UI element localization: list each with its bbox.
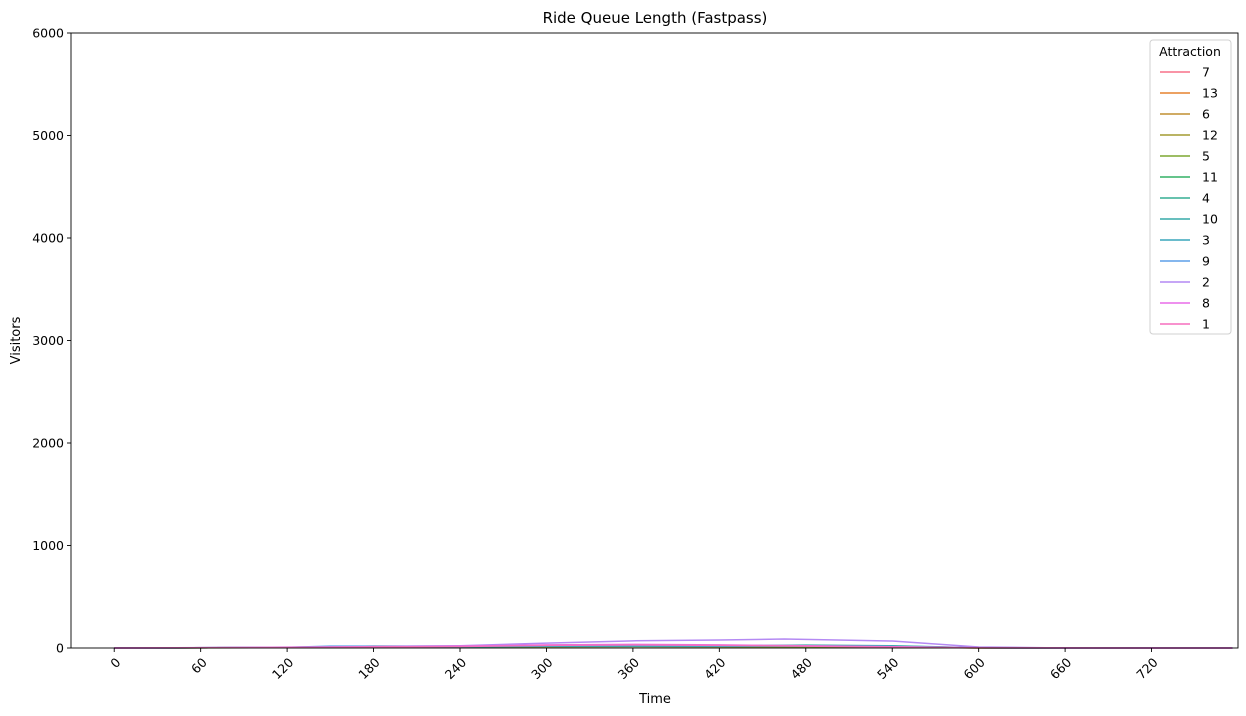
plot-frame [70, 32, 1239, 649]
y-tick-label: 5000 [32, 128, 64, 143]
y-tick-label: 6000 [32, 26, 64, 41]
x-tick-label: 540 [874, 655, 902, 683]
x-tick-label: 360 [615, 655, 643, 683]
y-axis-label: Visitors [9, 316, 24, 364]
legend-label-9: 9 [1202, 254, 1210, 269]
y-tick-label: 4000 [32, 231, 64, 246]
x-tick-label: 60 [188, 655, 210, 677]
legend-label-5: 5 [1202, 149, 1210, 164]
legend-title: Attraction [1159, 44, 1221, 59]
x-tick-label: 600 [960, 655, 988, 683]
y-tick-label: 2000 [32, 436, 64, 451]
legend-label-3: 3 [1202, 233, 1210, 248]
x-tick-label: 180 [355, 655, 383, 683]
x-tick-label: 240 [442, 655, 470, 683]
plot-area [70, 32, 1239, 649]
legend-label-12: 12 [1202, 128, 1218, 143]
legend-label-11: 11 [1202, 170, 1218, 185]
legend-label-8: 8 [1202, 296, 1210, 311]
y-tick-label: 1000 [32, 538, 64, 553]
y-tick-label: 3000 [32, 333, 64, 348]
legend-box [1149, 39, 1232, 335]
x-tick-label: 0 [107, 655, 123, 671]
legend-label-2: 2 [1202, 275, 1210, 290]
x-tick-label: 660 [1047, 655, 1075, 683]
chart-title: Ride Queue Length (Fastpass) [543, 9, 768, 27]
y-axis: 0 1000 2000 3000 4000 5000 6000 [32, 26, 71, 656]
legend-label-7: 7 [1202, 65, 1210, 80]
legend-label-6: 6 [1202, 107, 1210, 122]
x-tick-label: 120 [269, 655, 297, 683]
legend-label-1: 1 [1202, 317, 1210, 332]
legend: Attraction 7 13 6 12 5 11 4 10 3 9 2 8 1 [1149, 39, 1232, 335]
legend-label-10: 10 [1202, 212, 1218, 227]
legend-label-4: 4 [1202, 191, 1210, 206]
x-axis: 0 60 120 180 240 300 360 420 480 540 600 660 720 [107, 648, 1161, 682]
x-axis-label: Time [638, 692, 671, 707]
series-layer [114, 638, 1233, 649]
x-tick-label: 420 [701, 655, 729, 683]
x-tick-label: 720 [1133, 655, 1161, 683]
legend-items: 7 13 6 12 5 11 4 10 3 9 2 8 1 [1160, 65, 1218, 332]
x-tick-label: 480 [788, 655, 816, 683]
x-tick-label: 300 [528, 655, 556, 683]
y-tick-label: 0 [56, 641, 64, 656]
legend-label-13: 13 [1202, 86, 1218, 101]
